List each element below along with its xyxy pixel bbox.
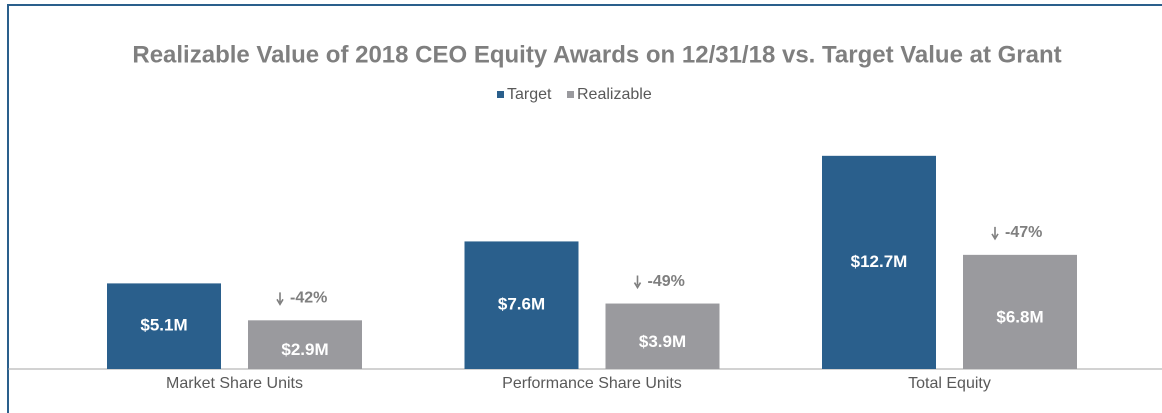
bar: [822, 155, 936, 369]
legend-swatch: [567, 91, 574, 98]
frame: [7, 4, 1162, 413]
down-arrow: [276, 292, 284, 306]
legend-label: Target: [507, 86, 552, 103]
x-tick-label: Total Equity: [908, 375, 991, 392]
x-tick-label: Performance Share Units: [502, 375, 682, 392]
down-arrow: [633, 275, 642, 290]
chart-title: Realizable Value of 2018 CEO Equity Awar…: [132, 41, 1061, 68]
change-label: -42%: [290, 290, 327, 307]
data-label: $7.6M: [498, 295, 545, 314]
bar: [605, 303, 720, 369]
legend-label: Realizable: [577, 86, 652, 103]
bar: [963, 254, 1077, 369]
change-label: -49%: [648, 273, 685, 290]
bar: [107, 283, 221, 369]
data-label: $2.9M: [281, 340, 328, 359]
data-label: $6.8M: [996, 307, 1043, 326]
change-label: -47%: [1005, 224, 1042, 241]
legend-swatch: [497, 91, 504, 98]
data-label: $3.9M: [639, 332, 686, 351]
x-tick-label: Market Share Units: [166, 375, 303, 392]
down-arrow: [991, 226, 999, 241]
data-label: $5.1M: [140, 316, 187, 335]
data-label: $12.7M: [851, 252, 908, 271]
bar: [248, 320, 362, 369]
bar: [464, 241, 579, 369]
